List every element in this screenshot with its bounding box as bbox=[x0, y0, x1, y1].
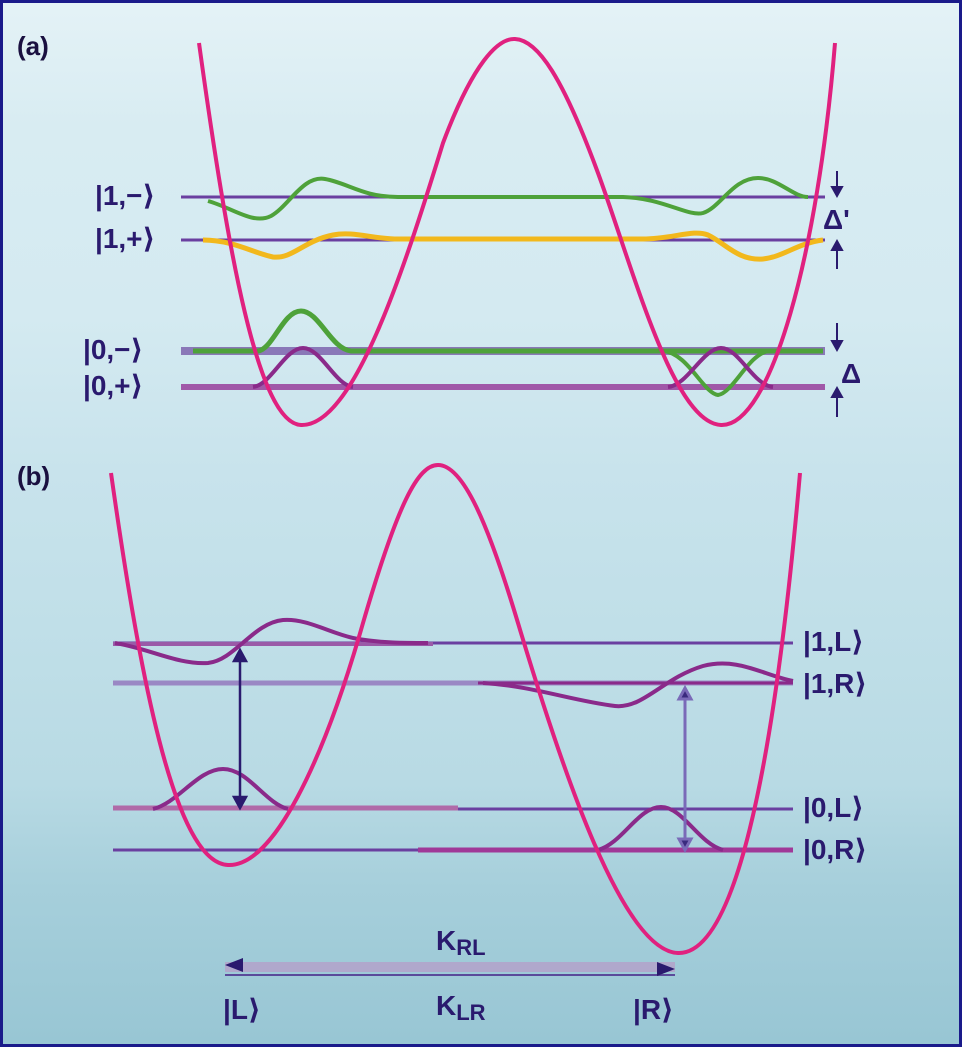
rate-arrow bbox=[225, 958, 675, 976]
splitting-arrow-lower bbox=[830, 323, 844, 417]
state-label-0-minus: |0,−⟩ bbox=[83, 334, 143, 365]
state-label-1-L: |1,L⟩ bbox=[803, 626, 864, 657]
state-label-1-plus: |1,+⟩ bbox=[95, 223, 155, 254]
rate-LR-sub: LR bbox=[456, 1000, 485, 1025]
splitting-label-lower: Δ bbox=[841, 358, 861, 389]
splitting-label-upper: Δ' bbox=[823, 204, 850, 235]
state-label-0-L: |0,L⟩ bbox=[803, 792, 864, 823]
rate-LR-main: K bbox=[436, 990, 456, 1021]
panel-a-label: (a) bbox=[17, 31, 49, 61]
wavefunction-0-L bbox=[152, 766, 289, 811]
state-label-1-R: |1,R⟩ bbox=[803, 668, 867, 699]
splitting-arrow-upper bbox=[830, 171, 844, 269]
diagram-canvas: (a) |1,−⟩ |1,+⟩ |0,−⟩ |0,+⟩ Δ' Δ (b) bbox=[17, 31, 867, 1025]
rate-label-RL: KRL bbox=[436, 925, 486, 960]
wavefunction-1-L bbox=[114, 617, 429, 666]
potential-curve-a bbox=[197, 37, 837, 428]
transition-arrow-left bbox=[231, 647, 249, 811]
well-label-right: |R⟩ bbox=[633, 994, 674, 1025]
transition-arrow-right bbox=[676, 684, 694, 854]
state-label-1-minus: |1,−⟩ bbox=[95, 180, 155, 211]
wavefunction-0-plus-right bbox=[667, 345, 774, 389]
wavefunction-1-minus bbox=[207, 175, 809, 221]
state-label-0-plus: |0,+⟩ bbox=[83, 370, 143, 401]
wavefunction-0-R bbox=[597, 804, 724, 852]
rate-RL-main: K bbox=[436, 925, 456, 956]
wavefunction-1-plus bbox=[202, 230, 824, 262]
wavefunction-0-minus-right bbox=[662, 349, 769, 398]
wavefunction-1-R bbox=[482, 661, 794, 709]
wavefunction-0-minus bbox=[193, 308, 823, 354]
panel-b-label: (b) bbox=[17, 461, 50, 491]
potential-curve-b bbox=[109, 462, 802, 956]
rate-label-LR: KLR bbox=[436, 990, 486, 1025]
wavefunction-0-plus-left bbox=[252, 345, 354, 389]
rate-RL-sub: RL bbox=[456, 935, 485, 960]
state-label-0-R: |0,R⟩ bbox=[803, 834, 867, 865]
well-label-left: |L⟩ bbox=[223, 994, 261, 1025]
